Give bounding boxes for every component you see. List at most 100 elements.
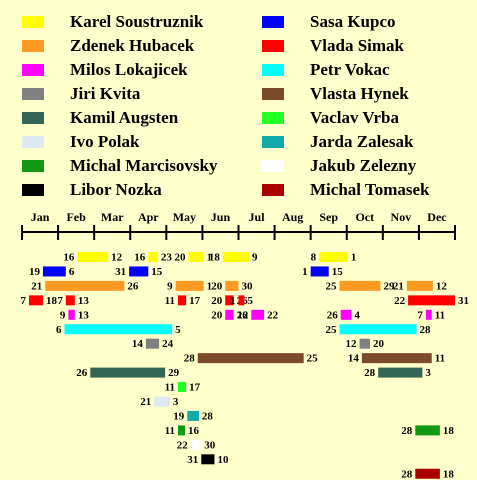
- end-day-label: 24: [162, 338, 174, 350]
- end-day-label: 17: [189, 382, 201, 394]
- bar: [238, 295, 245, 306]
- month-label: Mar: [101, 210, 124, 224]
- legend-label: Jarda Zalesak: [310, 132, 414, 151]
- end-day-label: 15: [151, 266, 163, 278]
- bar: [42, 266, 66, 277]
- start-day-label: 28: [364, 367, 376, 379]
- end-day-label: 5: [247, 295, 253, 307]
- start-day-label: 20: [211, 295, 223, 307]
- end-day-label: 30: [242, 280, 254, 292]
- bar: [197, 353, 304, 364]
- end-day-label: 18: [46, 295, 58, 307]
- bar: [64, 324, 173, 335]
- legend-label: Libor Nozka: [70, 180, 162, 199]
- start-day-label: 7: [57, 295, 63, 307]
- legend-swatch: [262, 184, 284, 196]
- start-day-label: 21: [393, 280, 404, 292]
- end-day-label: 22: [267, 309, 279, 321]
- end-day-label: 13: [78, 309, 90, 321]
- legend-label: Zdenek Hubacek: [70, 36, 195, 55]
- end-day-label: 12: [436, 280, 448, 292]
- end-day-label: 17: [189, 295, 201, 307]
- start-day-label: 11: [165, 295, 175, 307]
- end-day-label: 3: [173, 396, 179, 408]
- legend-swatch: [22, 64, 44, 76]
- start-day-label: 20: [174, 252, 186, 264]
- legend-swatch: [22, 88, 44, 100]
- start-day-label: 1: [230, 295, 236, 307]
- bar: [154, 396, 170, 407]
- end-day-label: 1: [351, 252, 357, 264]
- bar: [77, 252, 109, 262]
- end-day-label: 10: [217, 454, 229, 466]
- start-day-label: 25: [326, 280, 338, 292]
- month-label: Apr: [138, 210, 159, 224]
- start-day-label: 9: [167, 280, 173, 292]
- start-day-label: 16: [63, 252, 75, 264]
- bar: [339, 280, 381, 291]
- start-day-label: 21: [140, 396, 151, 408]
- bar: [359, 338, 371, 349]
- start-day-label: 11: [165, 425, 175, 437]
- bar: [188, 252, 204, 262]
- legend-swatch: [262, 160, 284, 172]
- end-day-label: 18: [443, 425, 455, 437]
- bar: [148, 252, 158, 262]
- start-day-label: 28: [401, 468, 413, 480]
- start-day-label: 20: [211, 280, 223, 292]
- bar: [340, 309, 352, 320]
- start-day-label: 8: [311, 252, 317, 264]
- bar: [129, 266, 149, 277]
- start-day-label: 7: [20, 295, 26, 307]
- legend-label: Sasa Kupco: [310, 12, 396, 31]
- bar: [175, 280, 204, 291]
- end-day-label: 16: [188, 425, 200, 437]
- start-day-label: 14: [132, 338, 144, 350]
- start-day-label: 20: [211, 309, 223, 321]
- start-day-label: 26: [327, 309, 339, 321]
- bar: [177, 382, 187, 393]
- legend-swatch: [22, 16, 44, 28]
- bar: [339, 324, 417, 335]
- bar: [65, 295, 75, 306]
- end-day-label: 25: [307, 353, 319, 365]
- end-day-label: 20: [373, 338, 385, 350]
- start-day-label: 18: [209, 252, 221, 264]
- month-label: Sep: [319, 210, 338, 224]
- legend-label: Vaclav Vrba: [310, 108, 399, 127]
- month-label: Aug: [282, 210, 303, 224]
- legend-swatch: [22, 136, 44, 148]
- bar: [225, 280, 239, 291]
- legend-swatch: [262, 88, 284, 100]
- end-day-label: 28: [420, 324, 432, 336]
- start-day-label: 22: [177, 439, 189, 451]
- month-label: Feb: [66, 210, 86, 224]
- end-day-label: 23: [161, 252, 173, 264]
- legend-label: Ivo Polak: [70, 132, 140, 151]
- bar: [225, 309, 234, 320]
- legend-swatch: [22, 40, 44, 52]
- legend-label: Milos Lokajicek: [70, 60, 188, 79]
- legend-label: Kamil Augsten: [70, 108, 179, 127]
- bar: [187, 410, 199, 421]
- legend-label: Vlasta Hynek: [310, 84, 409, 103]
- start-day-label: 16: [134, 252, 146, 264]
- start-day-label: 28: [184, 353, 196, 365]
- end-day-label: 11: [435, 353, 445, 365]
- legend-swatch: [22, 160, 44, 172]
- end-day-label: 26: [237, 309, 249, 321]
- bar: [425, 309, 432, 320]
- bar: [201, 454, 215, 465]
- bar: [190, 439, 202, 450]
- legend-label: Michal Marcisovsky: [70, 156, 218, 175]
- end-day-label: 30: [204, 439, 216, 451]
- bar: [28, 295, 43, 306]
- legend-swatch: [262, 16, 284, 28]
- end-day-label: 13: [78, 295, 90, 307]
- start-day-label: 9: [60, 309, 66, 321]
- start-day-label: 12: [346, 338, 358, 350]
- start-day-label: 21: [31, 280, 42, 292]
- bar: [177, 425, 185, 436]
- bar: [68, 309, 75, 320]
- end-day-label: 1: [207, 280, 213, 292]
